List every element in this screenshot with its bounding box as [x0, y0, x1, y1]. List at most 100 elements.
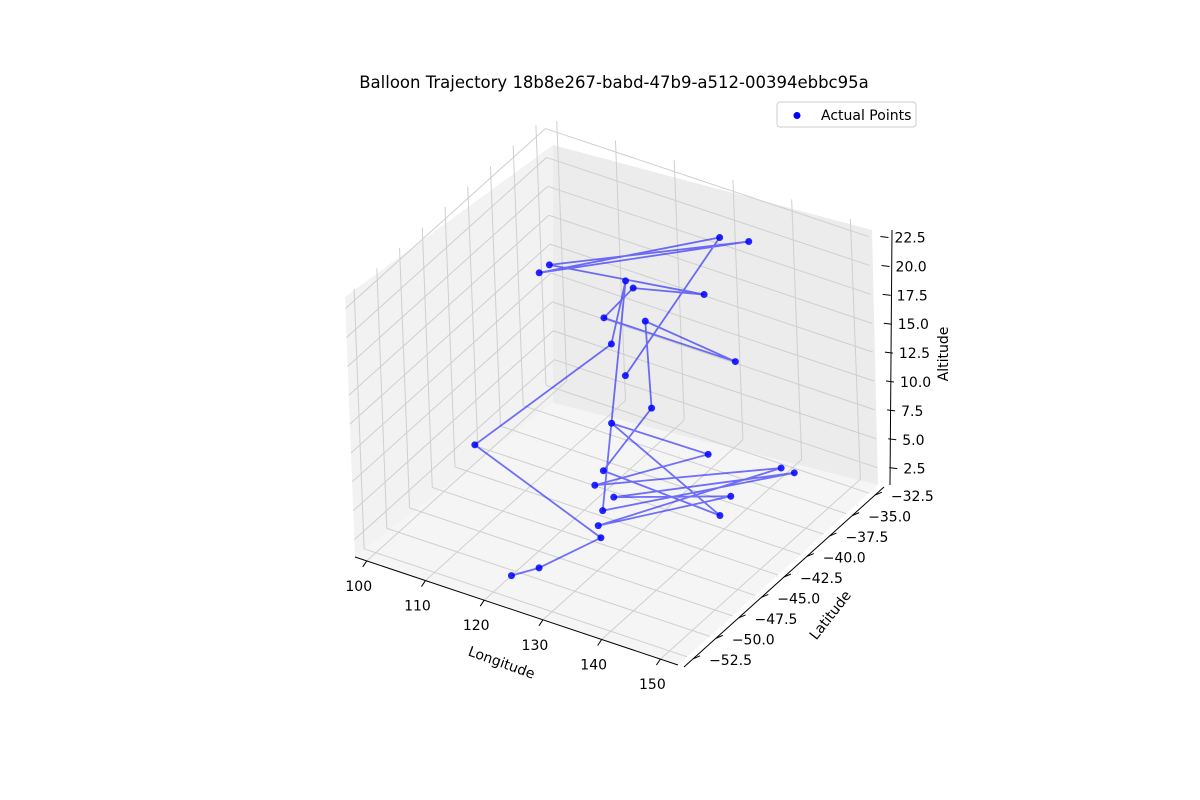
grid-line-lat: [477, 446, 801, 556]
grid-line-alt: [352, 330, 554, 512]
data-point: [607, 340, 615, 348]
grid-line-alt: [550, 272, 875, 382]
grid-line-lat: [399, 247, 411, 508]
grid-line-lat: [500, 425, 824, 535]
data-point: [716, 233, 724, 241]
x-tick-mark: [597, 639, 603, 646]
back-pane: [553, 145, 878, 485]
grid-line-alt: [346, 157, 547, 338]
y-tick-label: −32.5: [891, 489, 934, 505]
y-tick-label: −47.5: [755, 612, 798, 628]
z-tick-label: 20.0: [896, 259, 927, 275]
data-point: [790, 469, 798, 477]
data-point: [599, 467, 607, 475]
grid-line-lat: [512, 145, 524, 406]
y-tick-mark: [829, 532, 837, 537]
y-tick-label: −52.5: [709, 653, 752, 669]
data-point: [716, 511, 724, 519]
grid-line-lat: [489, 166, 501, 427]
tick-labels: 100 110 120 130 140 150 −52.5 −50.0 −47.5 −45.0 −4…: [345, 231, 933, 694]
data-point: [608, 419, 616, 427]
grid-line-lon: [791, 199, 803, 460]
y-tick-mark: [738, 614, 746, 619]
y-tick-mark: [806, 553, 814, 558]
grid-line-lon: [556, 120, 568, 381]
grid-line-alt: [545, 128, 869, 238]
x-tick-mark: [421, 580, 426, 587]
grid-line-alt: [347, 185, 549, 367]
axis-panes: [345, 145, 878, 665]
y-tick-label: −50.0: [732, 632, 775, 648]
data-point: [622, 277, 630, 285]
data-point: [700, 291, 708, 299]
z-tick-label: 5.0: [902, 433, 924, 449]
grid-line-lat: [545, 384, 870, 494]
y-tick-label: −40.0: [823, 551, 866, 567]
data-point: [594, 522, 602, 530]
grid-line-lat: [409, 507, 733, 617]
z-tick-label: 2.5: [903, 462, 925, 478]
y-tick-label: −35.0: [868, 510, 911, 526]
z-tick-mark: [887, 409, 896, 412]
data-point: [610, 493, 618, 501]
grid-line-lon: [849, 219, 861, 480]
data-point: [545, 261, 553, 269]
grid-line-lat: [363, 548, 688, 658]
data-point: [731, 358, 739, 366]
chart-title: Balloon Trajectory 18b8e267-babd-47b9-a5…: [359, 73, 869, 92]
z-tick-label: 17.5: [897, 288, 928, 304]
grid-line-alt: [546, 156, 870, 266]
x-tick-label: 100: [345, 579, 372, 595]
x-tick-label: 110: [404, 599, 431, 615]
data-point: [597, 534, 605, 542]
legend-marker: [793, 112, 801, 119]
x-tick-mark: [479, 599, 485, 607]
x-tick-mark: [655, 658, 661, 666]
grid-line-lat: [421, 227, 433, 488]
z-axis-label: Altitude: [936, 327, 952, 382]
z-tick-mark: [881, 264, 890, 267]
data-point: [745, 238, 753, 246]
grid-line-lat: [535, 125, 547, 386]
z-tick-mark: [888, 438, 897, 441]
y-tick-mark: [715, 634, 724, 639]
y-tick-mark: [851, 512, 860, 517]
z-axis-line: [889, 229, 893, 486]
legend: Actual Points: [776, 101, 917, 128]
z-tick-label: 22.5: [894, 231, 925, 247]
grid-line-lat: [386, 527, 710, 637]
grid-line-lon: [614, 140, 626, 401]
data-point: [629, 284, 637, 292]
grid-line-alt: [353, 359, 555, 541]
z-tick-mark: [880, 236, 889, 239]
z-tick-label: 7.5: [901, 404, 923, 420]
data-point: [621, 372, 629, 380]
data-series: [471, 233, 798, 580]
grid-line-alt: [345, 128, 546, 309]
y-tick-label: −45.0: [777, 591, 820, 607]
grid-line-lat: [444, 206, 456, 468]
x-tick-mark: [538, 619, 544, 627]
grid-line-alt: [553, 330, 877, 440]
x-tick-label: 120: [463, 618, 490, 634]
y-tick-mark: [761, 593, 769, 598]
data-point: [777, 464, 785, 472]
data-point: [471, 441, 479, 449]
data-point: [641, 317, 649, 325]
data-point: [535, 269, 543, 277]
grid-line-lat: [523, 405, 847, 515]
floor-pane: [355, 403, 878, 665]
data-point: [648, 404, 656, 412]
z-tick-mark: [884, 351, 893, 354]
y-tick-label: −42.5: [800, 571, 843, 587]
x-tick-label: 130: [522, 638, 549, 654]
y-tick-mark: [783, 573, 792, 578]
z-tick-mark: [885, 380, 895, 383]
grid-line-alt: [348, 214, 550, 396]
data-point: [599, 507, 607, 515]
grid-line-alt: [549, 243, 874, 353]
grid-line-alt: [351, 301, 553, 483]
legend-label: Actual Points: [821, 108, 911, 124]
data-point: [704, 450, 712, 458]
